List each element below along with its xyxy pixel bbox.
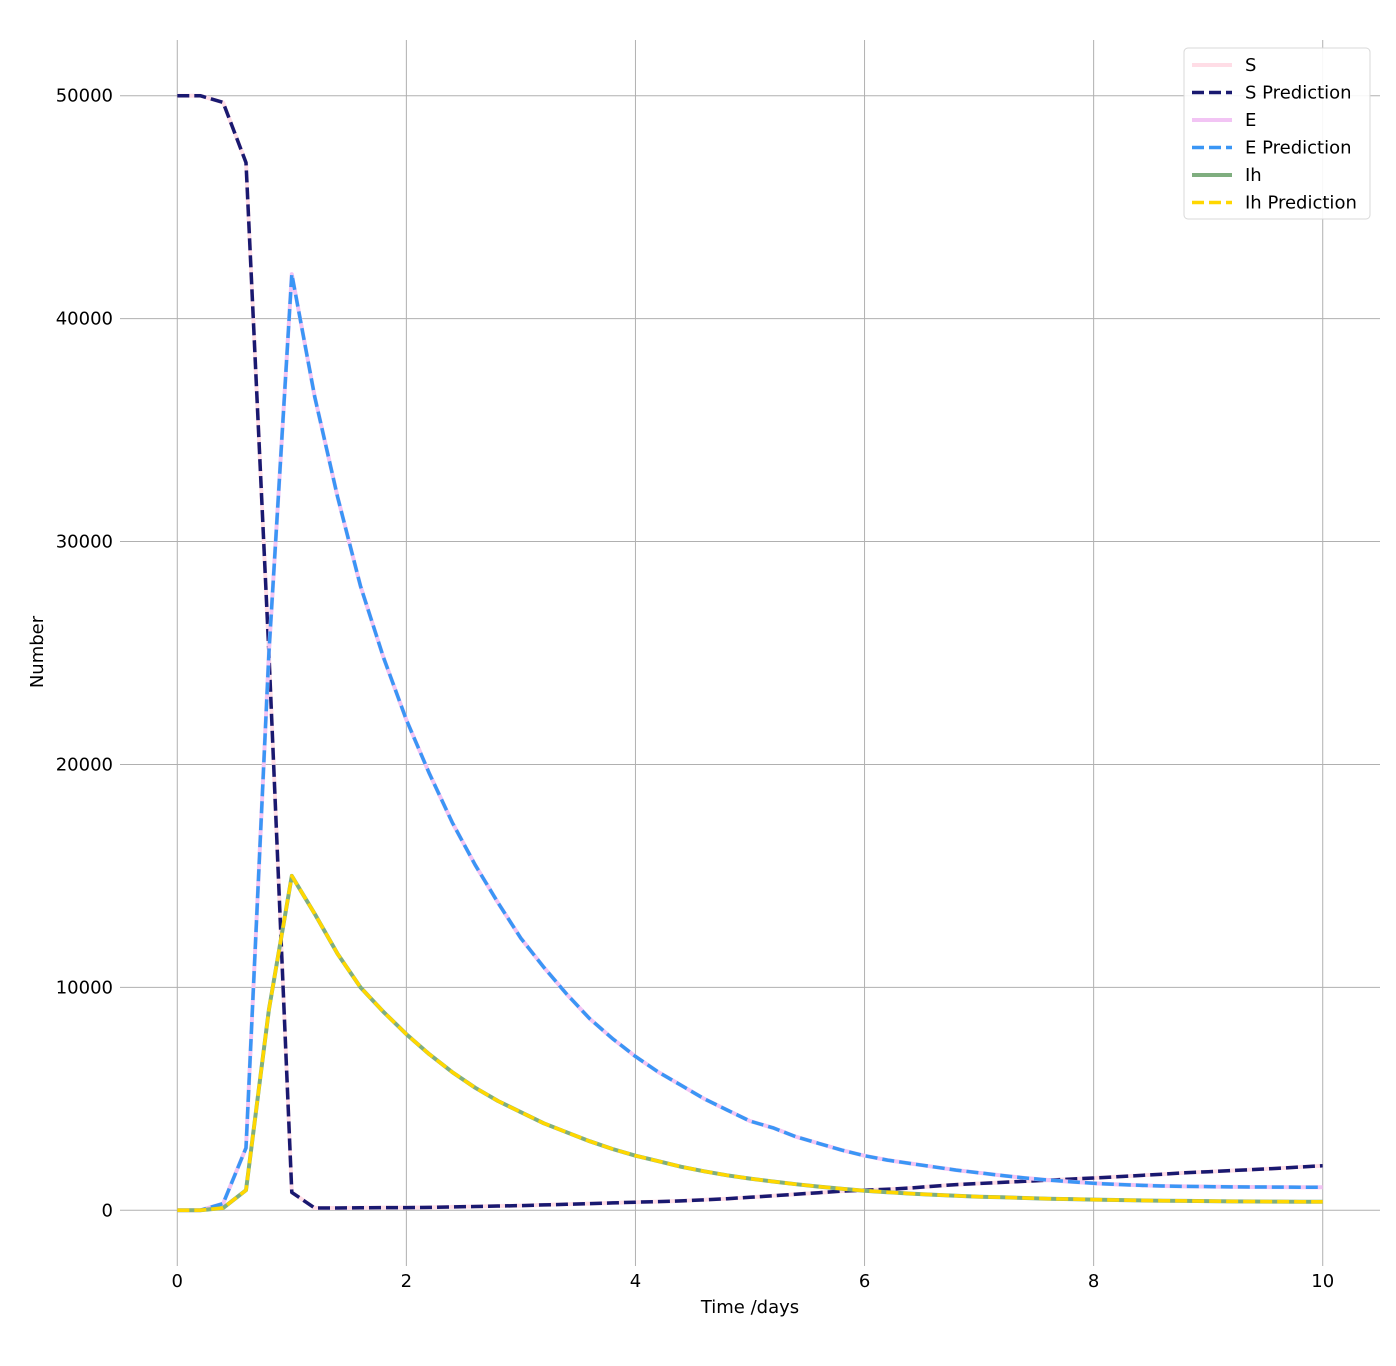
y-axis-label: Number	[27, 615, 48, 688]
series-line-e	[177, 272, 1323, 1213]
y-tick-label: 40000	[56, 309, 113, 330]
grid	[120, 40, 1380, 1266]
y-tick-label: 50000	[56, 86, 113, 107]
legend-label-ih: Ih	[1245, 165, 1262, 186]
x-tick-label: 0	[172, 1271, 183, 1292]
y-tick-label: 20000	[56, 754, 113, 775]
legend-label-e: E	[1245, 110, 1256, 131]
series-line-e-prediction	[177, 272, 1323, 1213]
y-tick-label: 0	[102, 1200, 113, 1221]
x-axis-ticks: 0 2 4 6 8 10	[172, 1271, 1335, 1292]
x-tick-label: 4	[630, 1271, 641, 1292]
series-layer	[177, 93, 1323, 1213]
series-line-s-prediction	[177, 93, 1323, 1210]
series-line-s	[177, 93, 1323, 1210]
series-line-ih	[177, 873, 1323, 1213]
x-tick-label: 10	[1311, 1271, 1334, 1292]
legend-label-ih-prediction: Ih Prediction	[1245, 193, 1357, 214]
series-line-ih-prediction	[177, 874, 1323, 1213]
y-axis-ticks: 0 10000 20000 30000 40000 50000	[56, 86, 113, 1222]
y-tick-label: 10000	[56, 977, 113, 998]
y-tick-label: 30000	[56, 532, 113, 553]
legend-label-s-prediction: S Prediction	[1245, 83, 1352, 104]
x-axis-label: Time /days	[700, 1297, 799, 1318]
x-tick-label: 6	[859, 1271, 870, 1292]
x-tick-label: 2	[401, 1271, 412, 1292]
legend: S S Prediction E E Prediction Ih Ih Predictio…	[1183, 47, 1371, 220]
legend-label-e-prediction: E Prediction	[1245, 138, 1352, 159]
legend-label-s: S	[1245, 55, 1256, 76]
x-tick-label: 8	[1088, 1271, 1099, 1292]
